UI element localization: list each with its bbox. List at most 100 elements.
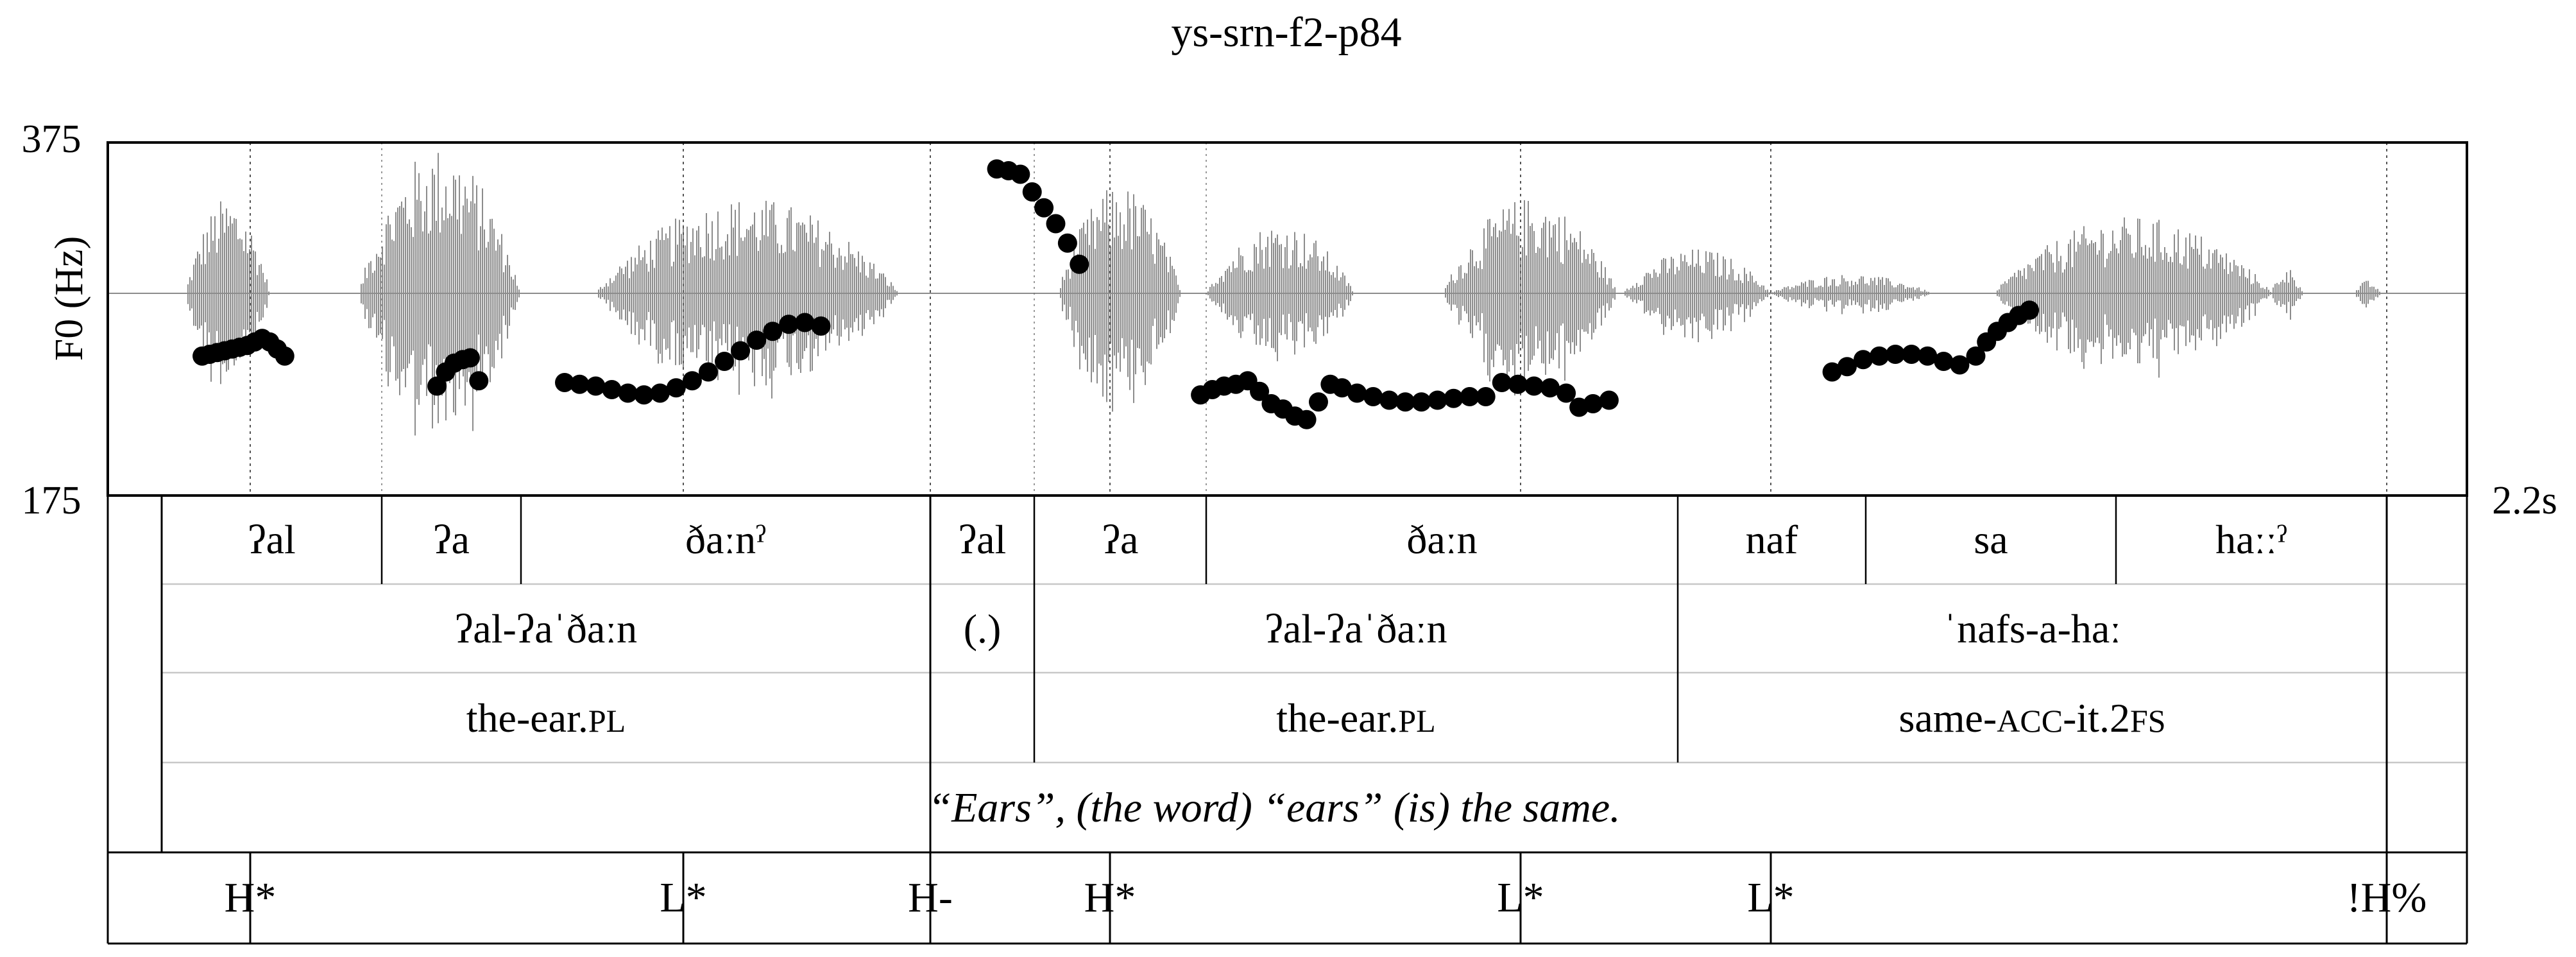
syllable-label: ðaːnˀ (685, 517, 766, 562)
pitch-point (811, 316, 831, 336)
gloss-label: the-ear.PL (1276, 695, 1435, 741)
y-axis-max-label: 375 (22, 117, 81, 161)
time-end-label: 2.2s (2492, 479, 2557, 522)
pitch-point (1395, 392, 1415, 412)
pitch-point (1428, 390, 1447, 410)
pitch-track (192, 159, 2040, 429)
pitch-point (682, 371, 702, 391)
gloss-part: the-ear. (466, 695, 588, 741)
pitch-point (1822, 362, 1842, 382)
word-label: ʔal-ʔaˈðaːn (1265, 606, 1447, 651)
syllable-label: naf (1746, 517, 1798, 562)
tone-label: H* (1084, 874, 1136, 921)
pitch-point (1070, 254, 1089, 274)
pitch-point (586, 376, 606, 396)
pitch-point (1308, 392, 1328, 412)
pitch-point (1870, 346, 1889, 366)
gloss-small-caps: ACC (1997, 703, 2063, 739)
pitch-point (602, 380, 622, 399)
tone-label: !H% (2347, 874, 2427, 921)
pitch-point (555, 373, 575, 392)
tone-label: L* (1497, 874, 1544, 921)
syllable-label: ʔa (1102, 517, 1139, 562)
pitch-point (1046, 214, 1066, 234)
pitch-point (1476, 387, 1496, 406)
pitch-point (469, 371, 489, 391)
tone-label: H- (908, 874, 953, 921)
gloss-small-caps: PL (1398, 703, 1435, 739)
pitch-point (1583, 394, 1603, 413)
signal-frame (107, 141, 2468, 497)
pitch-point (1540, 378, 1560, 398)
pitch-point (460, 348, 480, 368)
tone-label: L* (1747, 874, 1794, 921)
pitch-point (1508, 374, 1528, 394)
gloss-small-caps: FS (2130, 703, 2166, 739)
pitch-point (1022, 182, 1042, 202)
pitch-point (1379, 390, 1399, 410)
pitch-point (570, 374, 590, 394)
pitch-point (1902, 345, 1922, 364)
pitch-point (1412, 392, 1431, 412)
annotation-tiers: ʔal ʔa ðaːnˀ ʔal ʔa ðaːn naf sa haːːˀ ʔal-ʔaˈðaːn… (107, 496, 2468, 945)
pitch-point (1934, 352, 1954, 371)
tone-label: L* (660, 874, 706, 921)
pitch-point (795, 313, 815, 332)
word-label: ʔal-ʔaˈðaːn (455, 606, 637, 651)
syllable-label: ʔal (959, 517, 1007, 562)
waveform (108, 153, 2467, 436)
translation-label: “Ears”, (the word) “ears” (is) the same. (928, 784, 1620, 831)
figure-title: ys-srn-f2-p84 (1171, 9, 1401, 56)
waveform-trace (108, 153, 2467, 436)
pitch-point (1918, 346, 1938, 366)
pitch-point (1011, 164, 1030, 184)
syllable-label: sa (1974, 517, 2008, 562)
pitch-point (1966, 346, 1986, 366)
gloss-part: same- (1898, 695, 1997, 741)
y-axis-title: F0 (Hz) (47, 236, 91, 361)
pitch-point (1599, 390, 1619, 410)
pitch-point (731, 341, 751, 361)
pitch-point (1886, 345, 1906, 364)
gloss-part: the-ear. (1276, 695, 1398, 741)
pitch-point (779, 315, 799, 334)
syllable-label: ʔal (248, 517, 296, 562)
pitch-point (618, 383, 638, 403)
pitch-point (1297, 410, 1317, 429)
syllable-label: haːːˀ (2215, 517, 2287, 562)
syllable-label: ʔa (433, 517, 470, 562)
pitch-point (1524, 376, 1544, 396)
pitch-point (1332, 378, 1352, 398)
pitch-point (634, 385, 654, 405)
pitch-point (1557, 383, 1576, 403)
pitch-point (650, 383, 670, 403)
pitch-point (1034, 198, 1054, 218)
syllable-label: ðaːn (1406, 517, 1477, 562)
pitch-point (763, 322, 783, 341)
pitch-point (666, 378, 686, 398)
pitch-point (747, 331, 767, 350)
pitch-point (698, 362, 718, 382)
gloss-label: same-ACC-it.2FS (1898, 695, 2165, 741)
pitch-point (275, 346, 294, 366)
pitch-point (1950, 355, 1970, 375)
pitch-point (1250, 381, 1270, 401)
y-axis-min-label: 175 (22, 479, 81, 522)
pitch-point (1444, 388, 1463, 408)
gloss-part: -it.2 (2063, 695, 2130, 741)
word-label: ˈnafs-a-haː (1943, 606, 2121, 651)
pitch-point (1492, 373, 1512, 392)
pitch-point (1057, 233, 1077, 253)
gloss-label: the-ear.PL (466, 695, 626, 741)
pitch-point (1854, 350, 1873, 370)
pitch-point (715, 352, 735, 371)
pitch-point (1363, 387, 1383, 406)
pitch-point (1347, 383, 1367, 403)
tone-label: H* (225, 874, 277, 921)
gloss-small-caps: PL (588, 703, 626, 739)
pitch-point (427, 376, 447, 396)
pitch-point (2020, 300, 2040, 320)
word-label: (.) (964, 606, 1002, 651)
pitch-point (1837, 357, 1857, 377)
